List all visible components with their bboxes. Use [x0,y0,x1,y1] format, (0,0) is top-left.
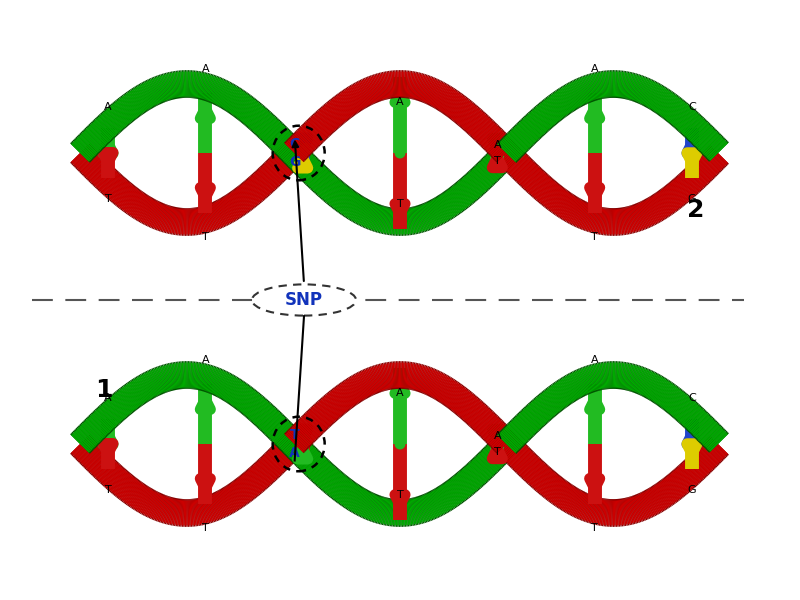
Text: T: T [105,194,111,203]
Text: C: C [688,102,696,112]
Text: A: A [591,64,598,74]
Text: T: T [105,485,111,494]
Text: A: A [104,103,112,112]
Text: G: G [688,194,696,204]
Text: C: C [688,393,696,403]
Text: G: G [688,485,696,495]
Text: A: A [591,355,598,365]
Text: A: A [104,394,112,403]
Text: C: C [290,137,300,151]
Text: T: T [202,232,209,242]
Text: T: T [591,232,598,242]
Ellipse shape [252,284,356,316]
Text: 2: 2 [687,198,705,222]
Text: A: A [494,140,501,149]
Text: T: T [397,490,403,500]
Text: A: A [202,64,209,74]
Text: A: A [290,446,300,460]
Text: G: G [289,155,300,169]
Text: T: T [397,199,403,209]
Text: T: T [494,448,501,457]
Text: T: T [202,523,209,533]
Text: SNP: SNP [285,291,323,309]
Text: 1: 1 [95,378,113,402]
Text: A: A [494,431,501,440]
Text: A: A [396,388,404,398]
Text: T: T [494,157,501,166]
Text: T: T [591,523,598,533]
Text: A: A [202,355,209,365]
Text: A: A [396,97,404,107]
Text: T: T [290,428,299,442]
